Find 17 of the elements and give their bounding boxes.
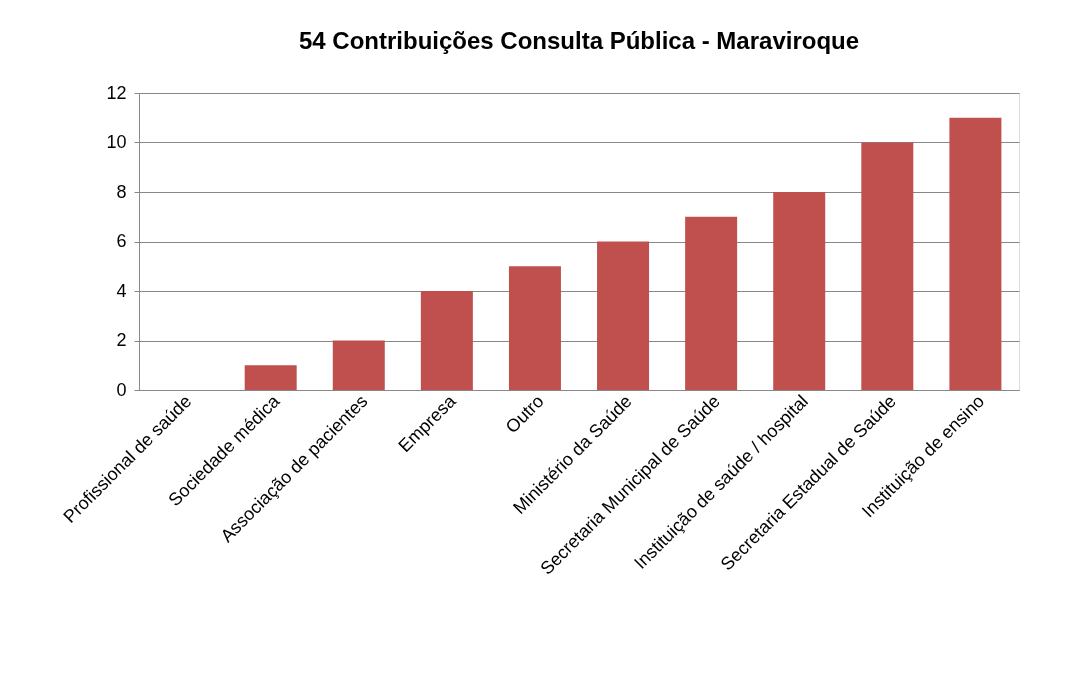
bar xyxy=(244,365,297,390)
y-tick-label: 6 xyxy=(116,231,127,251)
bar xyxy=(861,142,914,390)
bar xyxy=(597,241,650,390)
y-tick-label: 4 xyxy=(116,280,127,301)
bar xyxy=(420,291,473,390)
y-tick-label: 10 xyxy=(106,132,127,152)
y-tick-label: 8 xyxy=(116,181,127,202)
chart-title: 54 Contribuições Consulta Pública - Maraviroque xyxy=(298,27,860,54)
bar xyxy=(332,340,385,390)
y-tick-label: 12 xyxy=(106,82,127,103)
bar xyxy=(685,216,738,390)
bar xyxy=(773,192,826,390)
y-tick-label: 2 xyxy=(116,330,127,350)
bar xyxy=(949,117,1002,390)
bar xyxy=(508,266,561,390)
y-tick-label: 0 xyxy=(116,379,127,400)
